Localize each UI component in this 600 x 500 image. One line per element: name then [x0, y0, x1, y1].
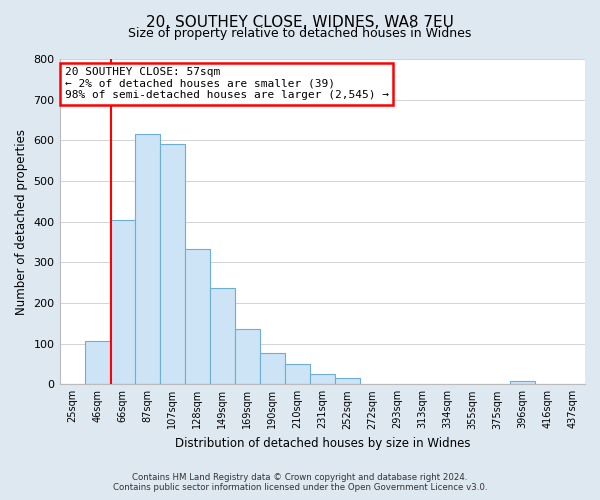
Bar	[85, 341, 110, 384]
Bar	[285, 364, 310, 384]
Bar	[185, 249, 209, 384]
Bar	[335, 378, 360, 384]
Bar	[134, 134, 160, 384]
Bar	[510, 382, 535, 384]
Text: Contains HM Land Registry data © Crown copyright and database right 2024.
Contai: Contains HM Land Registry data © Crown c…	[113, 473, 487, 492]
Bar	[209, 288, 235, 384]
Y-axis label: Number of detached properties: Number of detached properties	[15, 128, 28, 314]
Text: 20, SOUTHEY CLOSE, WIDNES, WA8 7EU: 20, SOUTHEY CLOSE, WIDNES, WA8 7EU	[146, 15, 454, 30]
Text: Size of property relative to detached houses in Widnes: Size of property relative to detached ho…	[128, 28, 472, 40]
Bar	[110, 220, 134, 384]
Bar	[235, 330, 260, 384]
Bar	[260, 354, 285, 384]
Bar	[310, 374, 335, 384]
X-axis label: Distribution of detached houses by size in Widnes: Distribution of detached houses by size …	[175, 437, 470, 450]
Bar	[160, 144, 185, 384]
Text: 20 SOUTHEY CLOSE: 57sqm
← 2% of detached houses are smaller (39)
98% of semi-det: 20 SOUTHEY CLOSE: 57sqm ← 2% of detached…	[65, 67, 389, 100]
